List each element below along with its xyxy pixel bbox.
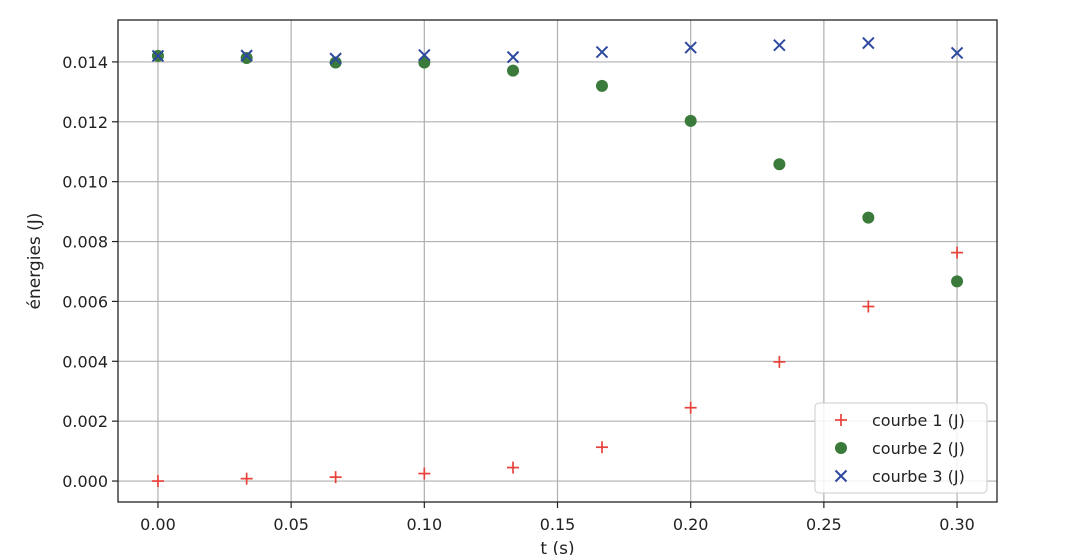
y-tick-label: 0.000 — [62, 472, 108, 491]
series-1 — [151, 246, 964, 488]
x-stroke — [506, 50, 520, 64]
series-1-point — [240, 472, 253, 485]
x-tick-label: 0.15 — [540, 515, 576, 534]
legend-marker-1 — [835, 414, 847, 426]
data-marks — [151, 36, 964, 488]
series-1-point — [773, 355, 786, 368]
series-2-point — [507, 64, 520, 77]
y-tick-label: 0.012 — [62, 113, 108, 132]
series-3-point — [329, 52, 342, 65]
series-1-point — [507, 461, 520, 474]
series-2-point — [595, 79, 608, 92]
x-stroke — [151, 49, 165, 63]
series-2-point — [684, 114, 697, 127]
x-tick-label: 0.00 — [140, 515, 176, 534]
x-axis-label: t (s) — [540, 539, 574, 555]
series-3-point — [595, 45, 609, 59]
series-3-point — [506, 50, 520, 64]
axis-ticks: 0.00 0.05 0.10 0.15 0.20 0.25 0.30 0.000 0.002 0.… — [62, 53, 975, 534]
legend-item-2: courbe 2 (J) — [835, 439, 965, 458]
series-2-point — [418, 56, 431, 69]
y-tick-label: 0.004 — [62, 352, 108, 371]
y-tick-label: 0.014 — [62, 53, 108, 72]
series-1-point — [151, 475, 164, 488]
series-2-point — [773, 158, 786, 171]
series-1-point — [862, 300, 875, 313]
x-stroke — [834, 469, 848, 483]
series-3-point — [151, 49, 165, 63]
x-stroke — [684, 41, 697, 54]
series-3-point — [773, 38, 786, 52]
series-3-point — [950, 46, 964, 60]
x-tick-label: 0.05 — [273, 515, 309, 534]
y-tick-label: 0.008 — [62, 233, 108, 252]
x-stroke — [418, 48, 431, 62]
series-3-point — [418, 48, 431, 62]
x-stroke — [329, 52, 342, 65]
y-tick-label: 0.006 — [62, 292, 108, 311]
x-tick-label: 0.25 — [806, 515, 842, 534]
legend-item-3: courbe 3 (J) — [834, 467, 965, 486]
x-tick-label: 0.10 — [407, 515, 443, 534]
x-stroke — [240, 49, 253, 62]
x-tick-label: 0.20 — [673, 515, 709, 534]
x-stroke — [862, 36, 875, 50]
series-1-point — [595, 441, 608, 454]
x-stroke — [595, 45, 609, 59]
y-axis-label: énergies (J) — [25, 213, 45, 310]
series-2-point — [240, 52, 253, 65]
series-1-point — [329, 471, 342, 484]
grid-lines — [118, 20, 997, 502]
series-3-point — [862, 36, 875, 50]
series-2-point — [329, 56, 342, 69]
series-3-point — [684, 41, 697, 54]
x-stroke — [773, 38, 786, 52]
series-3 — [151, 36, 964, 65]
legend-label-2: courbe 2 (J) — [872, 439, 965, 458]
legend-box — [814, 402, 988, 494]
y-tick-label: 0.002 — [62, 412, 108, 431]
series-2 — [151, 49, 964, 288]
y-tick-label: 0.010 — [62, 173, 108, 192]
legend-label-1: courbe 1 (J) — [872, 411, 965, 430]
plot-frame — [117, 19, 998, 503]
legend-item-1: courbe 1 (J) — [835, 411, 965, 430]
legend: courbe 1 (J) courbe 2 (J) courbe 3 (J) — [814, 402, 988, 494]
series-2-point — [951, 275, 964, 288]
series-2-point — [862, 211, 875, 224]
x-tick-label: 0.30 — [939, 515, 975, 534]
legend-label-3: courbe 3 (J) — [872, 467, 965, 486]
legend-marker-2 — [835, 442, 847, 454]
series-3-point — [240, 49, 253, 62]
series-1-point — [684, 401, 697, 414]
x-stroke — [950, 46, 964, 60]
legend-marker-3 — [834, 469, 848, 483]
series-1-point — [418, 467, 431, 480]
series-1-point — [951, 246, 964, 259]
